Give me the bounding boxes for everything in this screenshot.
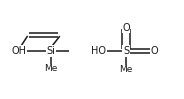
Text: HO: HO — [91, 46, 106, 56]
Text: O: O — [151, 46, 158, 56]
Text: Me: Me — [44, 64, 57, 73]
Text: Me: Me — [119, 65, 133, 74]
Text: S: S — [123, 46, 129, 56]
Text: O: O — [122, 23, 130, 33]
Text: Si: Si — [46, 46, 55, 56]
Text: OH: OH — [12, 46, 27, 56]
